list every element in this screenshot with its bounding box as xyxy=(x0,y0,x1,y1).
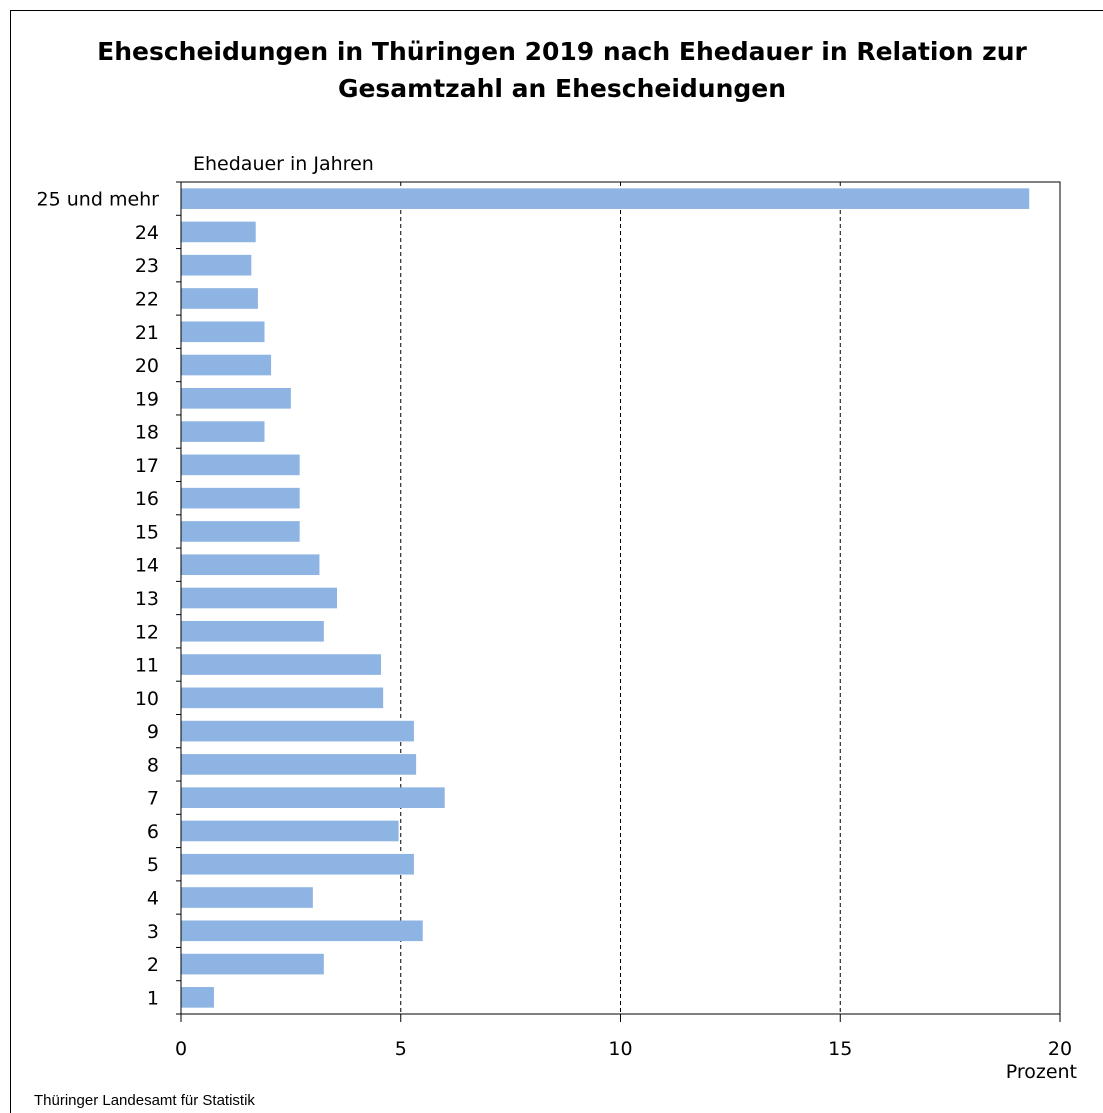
source-note: Thüringer Landesamt für Statistik xyxy=(34,1092,255,1109)
y-tick-label: 15 xyxy=(135,521,159,543)
y-axis-label: Ehedauer in Jahren xyxy=(193,153,374,175)
x-axis-label: Prozent xyxy=(1006,1061,1077,1083)
bar xyxy=(181,920,423,942)
y-tick-label: 2 xyxy=(147,954,159,976)
y-tick-label: 24 xyxy=(135,222,159,244)
y-tick-label: 21 xyxy=(135,322,159,344)
bar xyxy=(181,587,338,609)
y-tick-label: 22 xyxy=(135,288,159,310)
bar xyxy=(181,554,320,576)
bars xyxy=(181,188,1030,1008)
chart-frame xyxy=(10,10,1103,1113)
y-tick-label: 9 xyxy=(147,721,159,743)
bar xyxy=(181,987,214,1008)
bar xyxy=(181,487,300,509)
x-tick-label: 20 xyxy=(1048,1038,1072,1060)
x-tick-label: 0 xyxy=(175,1038,187,1060)
y-tick-label: 13 xyxy=(135,588,159,610)
y-tick-label: 16 xyxy=(135,488,159,510)
bar xyxy=(181,521,300,542)
bar xyxy=(181,421,265,442)
bar xyxy=(181,953,324,975)
bar xyxy=(181,654,381,675)
bar xyxy=(181,787,445,808)
bar xyxy=(181,288,258,309)
y-tick-label: 10 xyxy=(135,688,159,710)
x-tick-label: 5 xyxy=(395,1038,407,1060)
y-tick-label: 5 xyxy=(147,854,159,876)
y-tick-label: 17 xyxy=(135,455,159,477)
bar xyxy=(181,188,1030,209)
y-tick-label: 3 xyxy=(147,921,159,943)
bar xyxy=(181,454,300,476)
x-tick-label: 15 xyxy=(828,1038,852,1060)
axes: 25 und mehr24232221201918171615141312111… xyxy=(37,181,1072,1060)
y-tick-label: 4 xyxy=(147,888,159,910)
chart-title-line-2: Gesamtzahl an Ehescheidungen xyxy=(338,74,786,103)
y-tick-label: 14 xyxy=(135,555,159,577)
x-tick-label: 10 xyxy=(608,1038,632,1060)
y-tick-label: 20 xyxy=(135,355,159,377)
y-tick-label: 7 xyxy=(147,788,159,810)
bar xyxy=(181,687,384,709)
y-tick-label: 11 xyxy=(135,655,159,677)
y-tick-label: 12 xyxy=(135,621,159,643)
bar xyxy=(181,720,414,742)
y-tick-label: 25 und mehr xyxy=(37,189,160,211)
bar xyxy=(181,221,256,243)
bar xyxy=(181,887,313,908)
y-tick-label: 19 xyxy=(135,388,159,410)
bar xyxy=(181,354,272,376)
y-tick-label: 18 xyxy=(135,422,159,444)
y-tick-label: 6 xyxy=(147,821,159,843)
bar xyxy=(181,388,291,409)
bar xyxy=(181,321,265,343)
y-tick-label: 8 xyxy=(147,754,159,776)
y-tick-label: 1 xyxy=(147,987,159,1009)
bar xyxy=(181,820,399,842)
y-tick-label: 23 xyxy=(135,255,159,277)
bar xyxy=(181,254,252,276)
bar xyxy=(181,853,414,875)
bar xyxy=(181,620,324,642)
chart-title-line-1: Ehescheidungen in Thüringen 2019 nach Eh… xyxy=(97,37,1027,66)
bar xyxy=(181,754,417,775)
grid xyxy=(400,182,841,1014)
